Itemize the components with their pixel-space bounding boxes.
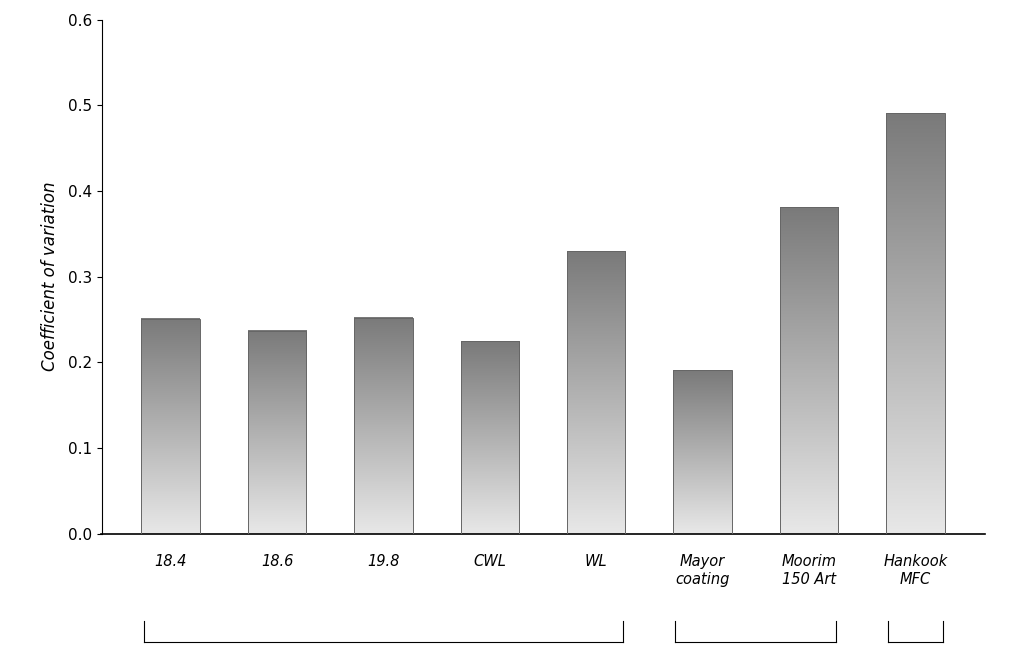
Bar [567,251,625,534]
Bar [141,319,200,534]
Text: 18.4: 18.4 [154,555,187,570]
Bar [354,318,413,534]
Text: Mayor
coating: Mayor coating [675,555,730,587]
Bar [461,341,519,534]
Bar [886,113,945,534]
Bar [248,331,307,534]
Text: WL: WL [585,555,608,570]
Text: CWL: CWL [473,555,506,570]
Text: 19.8: 19.8 [367,555,400,570]
Y-axis label: Coefficient of variation: Coefficient of variation [42,182,59,372]
Bar [673,370,732,534]
Bar [780,207,838,534]
Text: Moorim
150 Art: Moorim 150 Art [782,555,836,587]
Text: 18.6: 18.6 [261,555,293,570]
Text: Hankook
MFC: Hankook MFC [883,555,948,587]
